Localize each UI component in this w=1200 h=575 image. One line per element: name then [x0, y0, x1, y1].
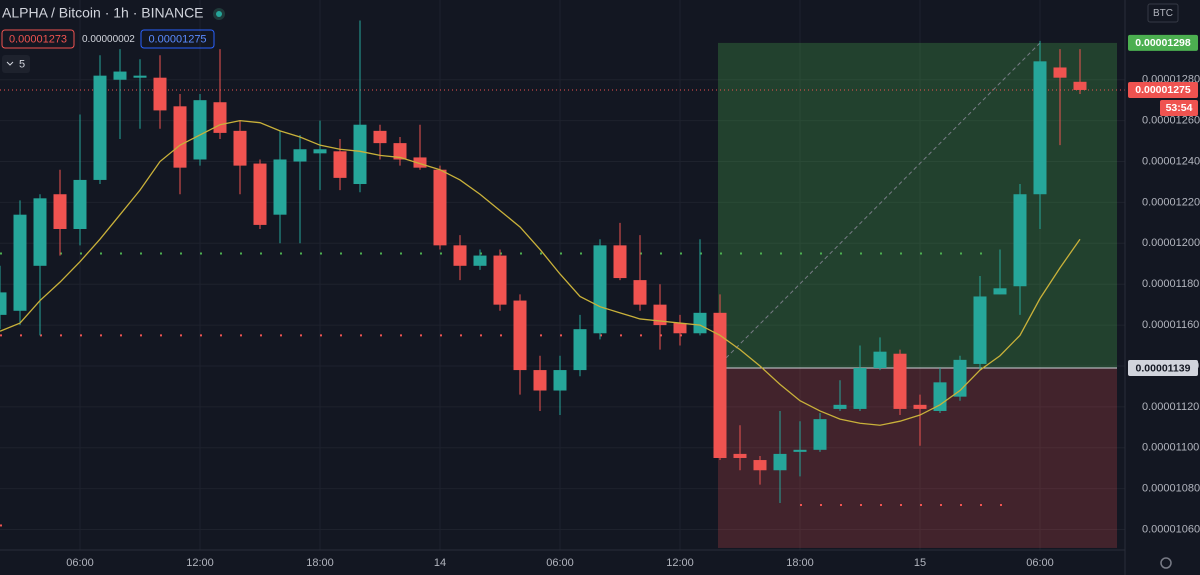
symbol-title: ALPHA / Bitcoin · 1h · BINANCE [2, 5, 204, 21]
candle-body [833, 404, 847, 409]
candle-body [913, 404, 927, 409]
last-price-tag-bg [1128, 81, 1198, 98]
x-tick-label: 14 [434, 557, 446, 569]
candle-body [513, 300, 527, 371]
candle-body [13, 214, 27, 311]
candle-body [153, 77, 167, 111]
y-tick-label: 0.00001240 [1142, 155, 1200, 167]
currency: BTC [1153, 8, 1173, 19]
y-tick-label: 0.00001200 [1142, 237, 1200, 249]
candle-body [493, 255, 507, 305]
candle-body [633, 280, 647, 305]
x-tick-label: 18:00 [786, 557, 814, 569]
candle-body [793, 449, 807, 452]
candle-body [33, 198, 47, 266]
target-tag-bg [1128, 34, 1198, 51]
candle-body [293, 149, 307, 162]
x-tick-label: 12:00 [666, 557, 694, 569]
candle-body [813, 419, 827, 450]
bid-price: 0.00001273 [9, 33, 67, 45]
x-tick-label: 06:00 [1026, 557, 1054, 569]
y-tick-label: 0.00001100 [1142, 442, 1199, 454]
candle-body [713, 312, 727, 458]
last-price-tag: 0.00001275 [1135, 84, 1191, 96]
candle-body [653, 304, 667, 326]
candle-body [553, 370, 567, 391]
y-tick-label: 0.00001060 [1142, 523, 1200, 535]
candle-body [0, 292, 7, 315]
y-tick-label: 0.00001180 [1142, 278, 1199, 290]
candle-body [413, 157, 427, 168]
target-zone [718, 42, 1117, 369]
x-tick-label: 15 [914, 557, 926, 569]
candle-body [393, 143, 407, 160]
candle-body [873, 351, 887, 369]
candle-body [753, 460, 767, 471]
candle-body [73, 179, 87, 229]
moving-average [0, 119, 1081, 426]
candle-body [1073, 81, 1087, 90]
y-tick-label: 0.00001080 [1142, 483, 1200, 495]
ask-price: 0.00001275 [148, 33, 206, 45]
x-tick-label: 06:00 [546, 557, 574, 569]
candle-body [893, 353, 907, 409]
interval-box[interactable] [2, 55, 30, 73]
settings-icon[interactable] [1160, 557, 1172, 569]
candle-body [473, 255, 487, 266]
candle-body [213, 102, 227, 133]
y-tick-label: 0.00001220 [1142, 196, 1200, 208]
candle-body [693, 312, 707, 334]
y-tick-label: 0.00001260 [1142, 115, 1200, 127]
candle-body [173, 106, 187, 168]
entry-tag: 0.00001139 [1136, 362, 1191, 374]
y-tick-label: 0.00001160 [1142, 319, 1199, 331]
candle-body [1033, 61, 1047, 195]
candle-body [773, 453, 787, 471]
candle-body [973, 296, 987, 364]
chevron-icon [6, 61, 14, 66]
status-dot [216, 11, 222, 17]
bid-box[interactable] [1, 29, 75, 49]
target-tag: 0.00001298 [1135, 37, 1191, 49]
candle-body [1013, 194, 1027, 287]
candle-body [613, 245, 627, 279]
candle-body [333, 151, 347, 178]
entry-tag-bg [1128, 360, 1198, 377]
candle-body [353, 124, 367, 185]
y-tick-label: 0.00001120 [1142, 401, 1199, 413]
candle-body [93, 75, 107, 180]
candle-body [593, 245, 607, 334]
x-tick-label: 12:00 [186, 557, 214, 569]
candle-body [253, 163, 267, 225]
candle-body [113, 71, 127, 80]
candle-body [533, 370, 547, 391]
interval: 5 [19, 58, 25, 70]
plot-area [0, 0, 1125, 550]
candle-body [53, 194, 67, 229]
x-tick-label: 18:00 [306, 557, 334, 569]
candle-body [453, 245, 467, 266]
candle-body [313, 149, 327, 154]
candle-body [733, 453, 747, 458]
candle-body [433, 169, 447, 246]
candle-body [1053, 67, 1067, 78]
countdown-bg [1160, 99, 1198, 116]
candle-body [673, 323, 687, 334]
candle-body [933, 382, 947, 411]
countdown: 53:54 [1166, 102, 1193, 114]
candle-body [133, 75, 147, 78]
candle-body [373, 130, 387, 144]
candle-body [993, 288, 1007, 295]
ask-box[interactable] [140, 29, 215, 49]
candle-body [273, 159, 287, 215]
candle-body [193, 100, 207, 160]
spread: 0.00000002 [82, 34, 135, 45]
x-tick-label: 06:00 [66, 557, 94, 569]
candle-body [573, 329, 587, 371]
candle-body [853, 368, 867, 409]
currency-box[interactable] [1147, 3, 1179, 23]
candle-body [233, 130, 247, 166]
